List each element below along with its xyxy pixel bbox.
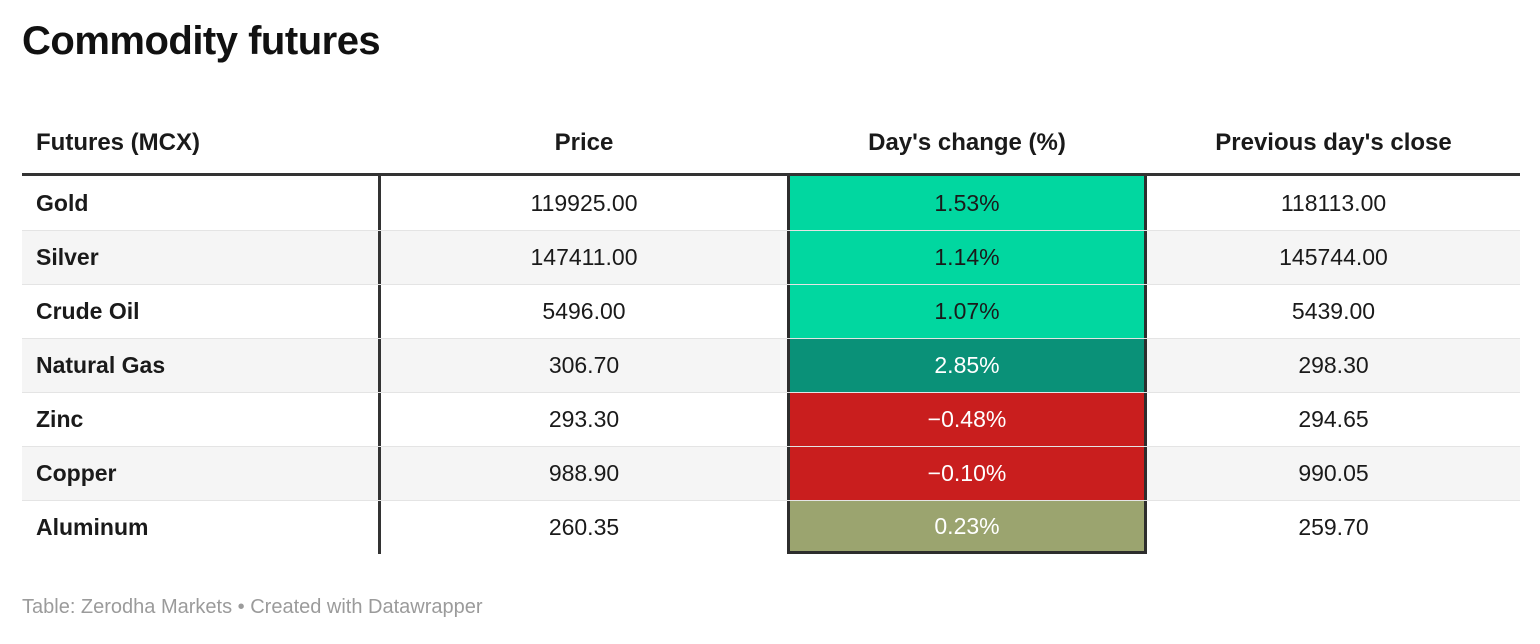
table-row: Crude Oil 5496.00 1.07% 5439.00: [22, 284, 1520, 338]
table-row: Aluminum 260.35 0.23% 259.70: [22, 500, 1520, 554]
futures-name-cell: Copper: [22, 447, 381, 500]
price-cell: 119925.00: [530, 189, 638, 216]
futures-name-cell: Silver: [22, 231, 381, 284]
prev-close-cell: 145744.00: [1279, 244, 1388, 270]
futures-name-cell: Natural Gas: [22, 339, 381, 392]
day-change-cell: 0.23%: [787, 501, 1147, 554]
attribution-footer: Table: Zerodha Markets • Created with Da…: [22, 596, 483, 618]
prev-close-cell: 118113.00: [1280, 189, 1387, 216]
table-body: Gold 119925.00 1.53% 118113.00 Silver 147411.…: [22, 176, 1520, 554]
price-cell: 988.90: [548, 460, 620, 486]
day-change-cell: 1.07%: [787, 285, 1147, 338]
page-title: Commodity futures: [22, 19, 381, 63]
price-cell: 5496.00: [542, 298, 626, 324]
price-cell: 306.70: [548, 352, 620, 378]
prev-close-cell: 990.05: [1298, 460, 1369, 486]
table-row: Copper 988.90 −0.10% 990.05: [22, 446, 1520, 500]
column-header-futures: Futures (MCX): [36, 128, 200, 156]
futures-name-cell: Zinc: [22, 393, 381, 446]
prev-close-cell: 259.70: [1298, 514, 1369, 540]
table-row: Gold 119925.00 1.53% 118113.00: [22, 176, 1520, 230]
table-row: Silver 147411.00 1.14% 145744.00: [22, 230, 1520, 284]
column-header-days-change: Day's change (%): [868, 128, 1066, 156]
commodity-futures-table: Futures (MCX) Price Day's change (%) Pre…: [22, 112, 1520, 554]
prev-close-cell: 5439.00: [1291, 298, 1376, 324]
day-change-cell: −0.10%: [787, 447, 1147, 500]
day-change-cell: 1.14%: [787, 231, 1147, 284]
futures-name-cell: Gold: [22, 176, 381, 230]
day-change-cell: 2.85%: [787, 339, 1147, 392]
day-change-cell: 1.53%: [787, 176, 1147, 230]
column-header-prev-close: Previous day's close: [1215, 128, 1452, 156]
table-row: Natural Gas 306.70 2.85% 298.30: [22, 338, 1520, 392]
prev-close-cell: 298.30: [1298, 352, 1369, 378]
price-cell: 293.30: [548, 406, 620, 432]
price-cell: 260.35: [548, 514, 620, 540]
futures-name-cell: Aluminum: [22, 501, 381, 554]
day-change-cell: −0.48%: [787, 393, 1147, 446]
prev-close-cell: 294.65: [1298, 406, 1369, 432]
futures-name-cell: Crude Oil: [22, 285, 381, 338]
table-header-row: Futures (MCX) Price Day's change (%) Pre…: [22, 112, 1520, 176]
table-row: Zinc 293.30 −0.48% 294.65: [22, 392, 1520, 446]
page: Commodity futures Futures (MCX) Price Da…: [22, 19, 1520, 618]
column-header-price: Price: [554, 128, 614, 156]
price-cell: 147411.00: [530, 244, 638, 270]
